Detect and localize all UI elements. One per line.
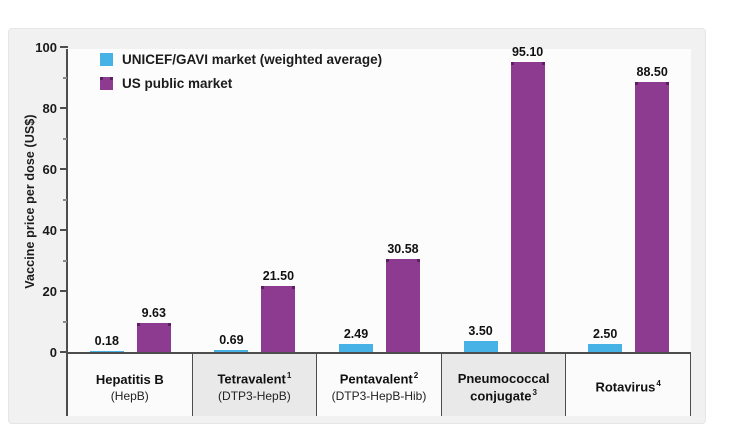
category-sublabel-3: conjugate3 bbox=[470, 387, 538, 404]
category-label-0: Hepatitis B bbox=[95, 371, 164, 387]
bar-col-us-public-2: 30.58 bbox=[385, 242, 420, 352]
bar-col-unicef-gavi-0: 0.18 bbox=[89, 334, 124, 352]
bar-value-label-unicef-gavi-1: 0.69 bbox=[219, 333, 244, 347]
y-minor-tick-10 bbox=[63, 320, 67, 323]
bar-us-public-4 bbox=[635, 82, 670, 352]
y-tick-label-100: 100 bbox=[35, 40, 57, 55]
category-cell-3: Pneumococcal conjugate3 bbox=[441, 354, 567, 416]
bar-col-us-public-4: 88.50 bbox=[635, 65, 670, 352]
y-tick-mark-20 bbox=[60, 290, 68, 292]
bar-col-us-public-3: 95.10 bbox=[510, 45, 545, 352]
bar-group-4: 2.50 88.50 bbox=[566, 49, 691, 352]
bar-value-label-unicef-gavi-3: 3.50 bbox=[468, 324, 493, 338]
bar-col-unicef-gavi-4: 2.50 bbox=[588, 327, 623, 352]
category-label-3: Pneumococcal bbox=[457, 370, 550, 386]
category-cell-2: Pentavalent2 (DTP3-HepB-Hib) bbox=[317, 354, 442, 416]
category-sublabel-2: (DTP3-HepB-Hib) bbox=[331, 388, 427, 403]
bar-us-public-3 bbox=[510, 62, 545, 352]
category-cell-1: Tetravalent1 (DTP3-HepB) bbox=[192, 354, 318, 416]
bar-value-label-us-public-0: 9.63 bbox=[141, 306, 166, 320]
category-sublabel-0: (HepB) bbox=[110, 388, 149, 403]
y-minor-tick-50 bbox=[63, 198, 67, 201]
y-tick-mark-80 bbox=[60, 107, 68, 109]
legend: UNICEF/GAVI market (weighted average) US… bbox=[100, 52, 382, 91]
x-axis-category-row: Hepatitis B (HepB) Tetravalent1 (DTP3-HepB)… bbox=[66, 354, 691, 416]
plot-area: UNICEF/GAVI market (weighted average) US… bbox=[35, 40, 691, 360]
bar-group-1: 0.69 21.50 bbox=[193, 49, 318, 352]
y-minor-tick-70 bbox=[63, 137, 67, 140]
bar-groups: 0.18 9.63 0.69 21.50 2.49 30.58 3.50 95.10 2.50 8… bbox=[68, 45, 691, 352]
legend-label-us-public: US public market bbox=[122, 76, 233, 91]
bar-value-label-us-public-3: 95.10 bbox=[511, 45, 544, 59]
chart-panel: Vaccine price per dose (US$) UNICEF/GAVI… bbox=[8, 28, 706, 424]
bar-value-label-us-public-2: 30.58 bbox=[387, 242, 419, 256]
bar-col-unicef-gavi-3: 3.50 bbox=[463, 324, 498, 352]
bar-us-public-0 bbox=[136, 323, 171, 352]
bar-col-unicef-gavi-1: 0.69 bbox=[214, 333, 249, 352]
y-minor-tick-90 bbox=[63, 76, 67, 79]
y-axis-title: Vaccine price per dose (US$) bbox=[23, 114, 37, 289]
category-cell-4: Rotavirus4 bbox=[566, 354, 691, 416]
bar-unicef-gavi-4 bbox=[588, 344, 623, 352]
bar-col-unicef-gavi-2: 2.49 bbox=[338, 327, 373, 352]
bar-value-label-us-public-4: 88.50 bbox=[636, 65, 668, 79]
y-tick-mark-100 bbox=[60, 46, 68, 48]
bar-value-label-unicef-gavi-2: 2.49 bbox=[343, 327, 369, 341]
bar-col-us-public-0: 9.63 bbox=[136, 306, 171, 352]
y-tick-mark-60 bbox=[60, 168, 68, 170]
bar-col-us-public-1: 21.50 bbox=[261, 269, 296, 352]
bar-group-0: 0.18 9.63 bbox=[68, 49, 193, 352]
bar-unicef-gavi-3 bbox=[463, 341, 498, 352]
y-tick-mark-0 bbox=[60, 351, 68, 353]
legend-item-us-public: US public market bbox=[100, 76, 382, 91]
y-tick-label-0: 0 bbox=[49, 345, 57, 360]
category-label-4: Rotavirus4 bbox=[595, 379, 661, 395]
bar-us-public-1 bbox=[261, 286, 296, 352]
category-label-2: Pentavalent2 bbox=[339, 371, 419, 387]
bar-unicef-gavi-0 bbox=[89, 351, 124, 352]
legend-swatch-us-public-icon bbox=[100, 77, 113, 90]
bar-unicef-gavi-2 bbox=[338, 344, 373, 352]
legend-label-unicef-gavi: UNICEF/GAVI market (weighted average) bbox=[122, 52, 383, 67]
legend-swatch-unicef-gavi-icon bbox=[100, 53, 113, 66]
bar-value-label-unicef-gavi-0: 0.18 bbox=[94, 334, 119, 348]
bar-group-3: 3.50 95.10 bbox=[442, 45, 567, 352]
y-tick-mark-40 bbox=[60, 229, 68, 231]
bar-group-2: 2.49 30.58 bbox=[317, 49, 442, 352]
category-cell-0: Hepatitis B (HepB) bbox=[68, 354, 193, 416]
y-tick-label-20: 20 bbox=[42, 284, 57, 299]
bar-value-label-us-public-1: 21.50 bbox=[262, 269, 295, 283]
legend-item-unicef-gavi: UNICEF/GAVI market (weighted average) bbox=[100, 52, 382, 67]
y-minor-tick-30 bbox=[63, 259, 67, 262]
y-tick-label-80: 80 bbox=[42, 101, 57, 116]
y-tick-label-60: 60 bbox=[42, 162, 57, 177]
category-sublabel-1: (DTP3-HepB) bbox=[218, 388, 291, 403]
category-label-1: Tetravalent1 bbox=[217, 371, 292, 387]
bar-unicef-gavi-1 bbox=[214, 350, 249, 352]
bar-us-public-2 bbox=[385, 259, 420, 352]
y-tick-label-40: 40 bbox=[42, 223, 57, 238]
bar-value-label-unicef-gavi-4: 2.50 bbox=[593, 327, 618, 341]
